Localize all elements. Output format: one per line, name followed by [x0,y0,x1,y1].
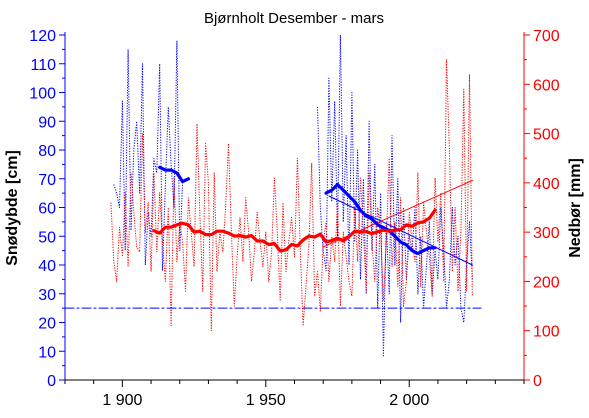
y-left-tick-label: 70 [38,172,56,189]
y-left-tick-label: 0 [47,373,56,390]
y-left-tick-label: 10 [38,344,56,361]
y-left-tick-label: 50 [38,229,56,246]
y-right-tick-label: 400 [533,176,560,193]
snow-running-mean-line-3 [324,182,437,256]
y-axis-left-label: Snødybde [cm] [4,150,21,266]
y-axis-right-label: Nedbør [mm] [567,158,584,258]
precip-dotted-data-line-6 [110,59,473,332]
x-tick-label: 1 900 [102,392,142,409]
series-layer [64,34,482,358]
y-left-tick-label: 120 [29,28,56,45]
y-right-tick-label: 500 [533,127,560,144]
x-tick-label: 2 000 [389,392,429,409]
snow-dotted-data-line-2 [317,34,473,358]
y-left-tick-label: 20 [38,316,56,333]
precip-running-mean-line-7 [152,208,437,253]
y-left-tick-label: 110 [30,57,56,74]
y-right-tick-label: 700 [533,28,560,45]
x-tick-label: 1 950 [246,392,286,409]
y-left-tick-label: 40 [38,258,56,275]
y-left-tick-label: 100 [29,86,56,103]
y-right-tick-label: 200 [533,274,560,291]
axes-layer: 0 10 20 30 40 50 60 70 80 90 100 110 120 0 100 200 300 40… [29,28,560,409]
y-left-tick-label: 60 [38,201,56,218]
y-left-tick-label: 80 [38,143,56,160]
y-right-tick-label: 100 [533,324,560,341]
y-right-tick-label: 0 [533,373,542,390]
y-left-tick-label: 30 [38,287,56,304]
y-left-tick-label: 90 [38,114,56,131]
y-right-tick-label: 600 [533,77,560,94]
chart-title: Bjørnholt Desember - mars [204,10,384,27]
y-right-tick-label: 300 [533,225,560,242]
snow-running-mean-line-1 [158,165,190,184]
